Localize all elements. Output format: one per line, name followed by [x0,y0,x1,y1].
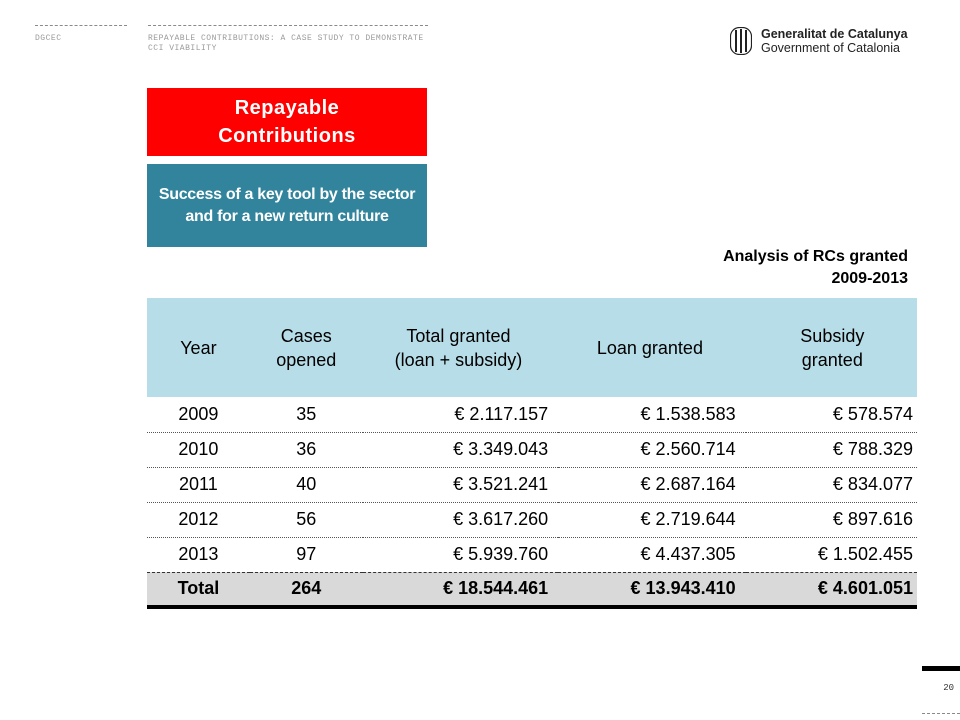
cell-subsidy: € 788.329 [745,432,917,468]
cell-subsidy: € 834.077 [745,467,917,503]
header-cases: Cases opened [276,325,337,370]
generalitat-logo: Generalitat de Catalunya Government of C… [730,27,930,57]
catalonia-bars-icon [730,27,752,55]
cell-year: 2010 [147,432,250,468]
cell-year: 2012 [147,502,250,538]
cell-year: 2013 [147,537,250,573]
header-loan-granted: Loan granted [596,337,703,358]
table-row: 2012 56 € 3.617.260 € 2.719.644 € 897.61… [147,502,917,538]
slide-subtitle-box: Success of a key tool by the sector and … [147,164,427,247]
total-label: Total [147,571,250,609]
header-code: DGCEC [35,34,62,43]
table-row: 2010 36 € 3.349.043 € 2.560.714 € 788.32… [147,432,917,468]
logo-line-government: Government of Catalonia [761,41,900,55]
table-header-row: Year Cases opened Total granted (loan + su… [147,298,917,397]
page-marker-bar [922,666,960,671]
cell-year: 2011 [147,467,250,503]
logo-line-generalitat: Generalitat de Catalunya [761,27,908,41]
cell-total: € 3.349.043 [362,432,559,468]
cell-total: € 3.521.241 [362,467,559,503]
table-row: 2011 40 € 3.521.241 € 2.687.164 € 834.07… [147,467,917,503]
cell-cases: 35 [249,397,363,433]
cell-cases: 97 [249,537,363,573]
cell-loan: € 2.719.644 [558,502,746,538]
total-cases: 264 [249,571,363,609]
slide-subtitle: Success of a key tool by the sector and … [158,185,416,225]
cell-subsidy: € 897.616 [745,502,917,538]
analysis-title-line1: Analysis of RCs granted [723,248,908,265]
header-doc-title: REPAYABLE CONTRIBUTIONS: A CASE STUDY TO… [148,34,424,53]
header-rule-left [35,25,127,26]
header-rule-center [148,25,428,26]
cell-total: € 2.117.157 [362,397,559,433]
cell-total: € 5.939.760 [362,537,559,573]
cell-loan: € 1.538.583 [558,397,746,433]
footer-rule [922,713,960,714]
total-total: € 18.544.461 [362,571,559,609]
table-total-row: Total 264 € 18.544.461 € 13.943.410 € 4.… [147,571,917,609]
cell-subsidy: € 578.574 [745,397,917,433]
page-number: 20 [943,683,954,693]
total-loan: € 13.943.410 [558,571,746,609]
header-subsidy-granted: Subsidy granted [800,325,865,370]
cell-cases: 40 [249,467,363,503]
analysis-title: Analysis of RCs granted 2009-2013 [648,246,908,290]
analysis-title-line2: 2009-2013 [831,270,908,287]
cell-cases: 36 [249,432,363,468]
total-subsidy: € 4.601.051 [745,571,917,609]
table-row: 2013 97 € 5.939.760 € 4.437.305 € 1.502.… [147,537,917,573]
cell-subsidy: € 1.502.455 [745,537,917,573]
cell-loan: € 2.560.714 [558,432,746,468]
slide-title-box: Repayable Contributions [147,88,427,156]
slide-title: Repayable Contributions [218,97,356,147]
cell-total: € 3.617.260 [362,502,559,538]
rc-table: Year Cases opened Total granted (loan + su… [147,298,917,609]
cell-cases: 56 [249,502,363,538]
header-year: Year [180,337,217,358]
table-row: 2009 35 € 2.117.157 € 1.538.583 € 578.57… [147,397,917,433]
header-total-granted: Total granted (loan + subsidy) [394,325,523,370]
cell-loan: € 2.687.164 [558,467,746,503]
cell-loan: € 4.437.305 [558,537,746,573]
cell-year: 2009 [147,397,250,433]
